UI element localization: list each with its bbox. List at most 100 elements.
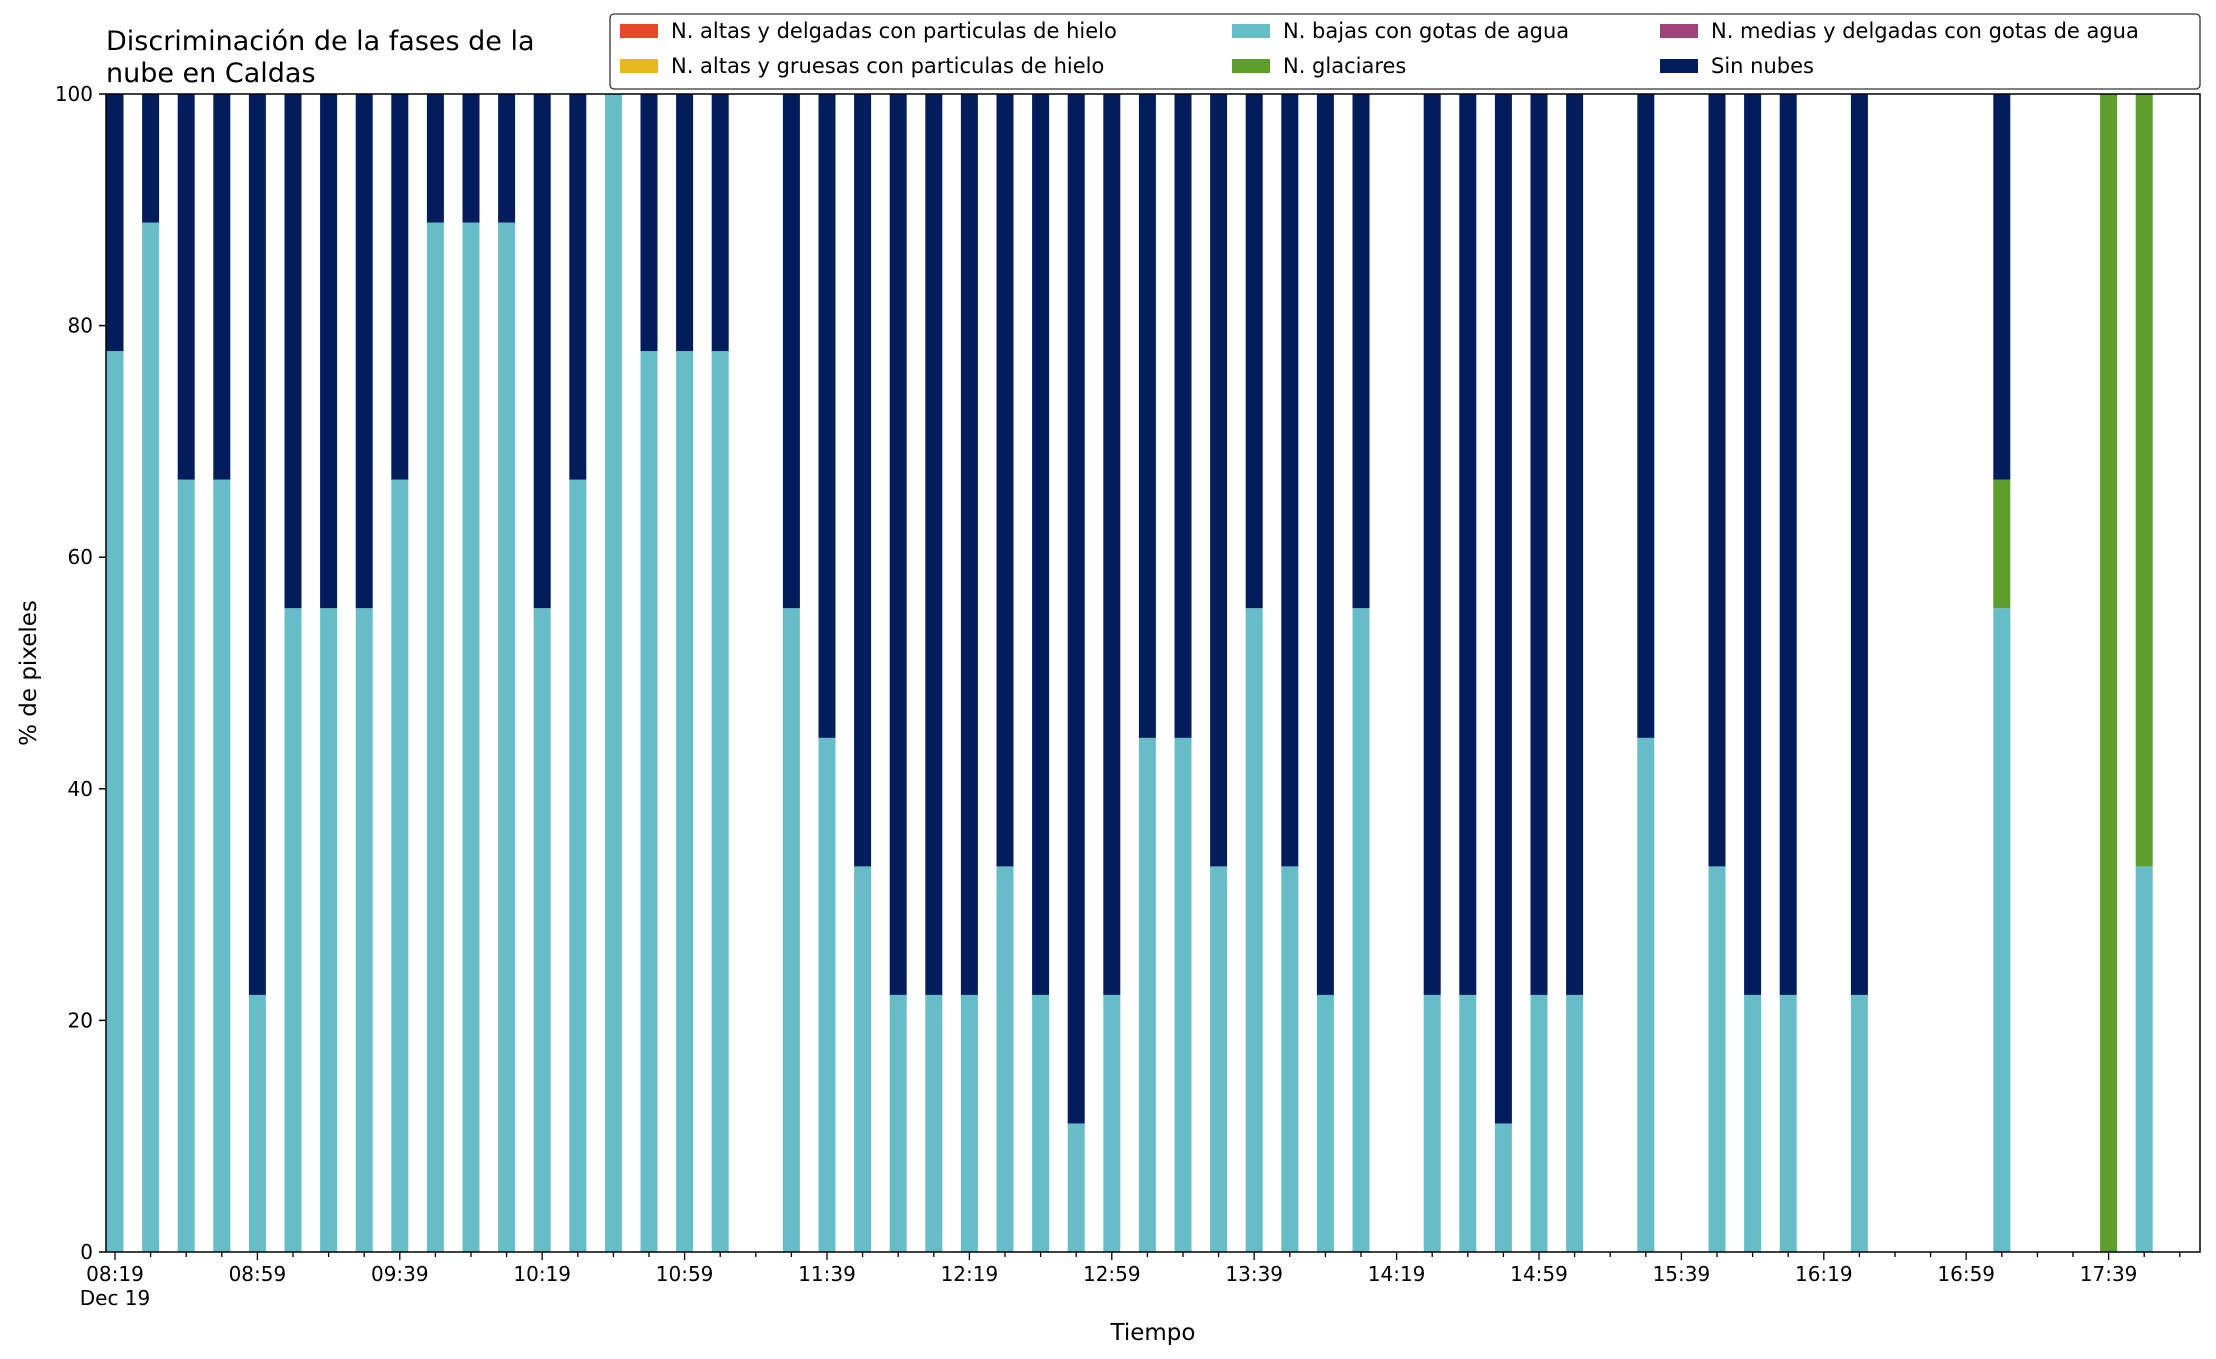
bar-n_bajas_gotas_agua bbox=[320, 608, 338, 1252]
bar-n_bajas_gotas_agua bbox=[782, 608, 800, 1252]
bar-sin_nubes bbox=[1174, 94, 1192, 738]
bar-sin_nubes bbox=[1459, 94, 1477, 995]
bar-sin_nubes bbox=[1530, 94, 1548, 995]
legend-item-n_bajas_gotas_agua: N. bajas con gotas de agua bbox=[1232, 19, 1569, 43]
bar-n_bajas_gotas_agua bbox=[960, 994, 978, 1252]
x-axis-label: Tiempo bbox=[1110, 1320, 1196, 1346]
x-tick-label: 12:19 bbox=[941, 1262, 999, 1286]
bar-n_bajas_gotas_agua bbox=[711, 351, 729, 1253]
bar-sin_nubes bbox=[106, 94, 124, 352]
bar-n_bajas_gotas_agua bbox=[1993, 608, 2011, 1252]
legend-label: N. medias y delgadas con gotas de agua bbox=[1711, 19, 2139, 43]
x-tick-label: 14:19 bbox=[1368, 1262, 1426, 1286]
x-tick-label: 16:59 bbox=[1937, 1262, 1995, 1286]
bar-sin_nubes bbox=[1744, 94, 1762, 995]
bar-sin_nubes bbox=[391, 94, 409, 480]
bar-n_bajas_gotas_agua bbox=[248, 994, 266, 1252]
y-axis: 0 20 40 60 80 100 bbox=[55, 82, 106, 1264]
bar-n_bajas_gotas_agua bbox=[1530, 994, 1548, 1252]
plot-frame bbox=[105, 93, 2201, 1253]
x-tick-label: 16:19 bbox=[1795, 1262, 1853, 1286]
bar-n_bajas_gotas_agua bbox=[533, 608, 551, 1252]
bar-n_bajas_gotas_agua bbox=[213, 479, 231, 1252]
bar-n_bajas_gotas_agua bbox=[1103, 994, 1121, 1252]
bar-sin_nubes bbox=[320, 94, 338, 609]
bar-sin_nubes bbox=[1352, 94, 1370, 609]
bar-n_bajas_gotas_agua bbox=[391, 479, 409, 1252]
legend-box bbox=[609, 13, 2201, 90]
legend-label: N. altas y delgadas con particulas de hi… bbox=[671, 19, 1117, 43]
bar-n_bajas_gotas_agua bbox=[854, 866, 872, 1252]
bar-n_bajas_gotas_agua bbox=[1850, 994, 1868, 1252]
bar-sin_nubes bbox=[1494, 94, 1512, 1124]
x-tick-label: 12:59 bbox=[1083, 1262, 1141, 1286]
bar-sin_nubes bbox=[1032, 94, 1050, 995]
bar-sin_nubes bbox=[711, 94, 729, 352]
bar-n_bajas_gotas_agua bbox=[889, 994, 907, 1252]
bar-n_bajas_gotas_agua bbox=[142, 222, 160, 1252]
bar-n_bajas_gotas_agua bbox=[462, 222, 480, 1252]
bar-n_bajas_gotas_agua bbox=[604, 94, 622, 1252]
legend-swatch bbox=[1232, 24, 1270, 38]
x-tick-label: 14:59 bbox=[1510, 1262, 1568, 1286]
legend-label: Sin nubes bbox=[1711, 54, 1814, 78]
bar-n_bajas_gotas_agua bbox=[676, 351, 694, 1253]
bar-sin_nubes bbox=[142, 94, 160, 223]
bar-sin_nubes bbox=[1708, 94, 1726, 867]
legend-swatch bbox=[620, 24, 658, 38]
x-axis: 08:19 08:59 09:39 10:19 10:59 11:39 12:19 12:59… bbox=[80, 1252, 2181, 1310]
bar-sin_nubes bbox=[569, 94, 587, 480]
bars-layer bbox=[106, 94, 2153, 1253]
bar-n_bajas_gotas_agua bbox=[818, 737, 836, 1252]
bar-n_bajas_gotas_agua bbox=[1744, 994, 1762, 1252]
bar-n_bajas_gotas_agua bbox=[1281, 866, 1299, 1252]
bar-n_bajas_gotas_agua bbox=[640, 351, 658, 1253]
chart-title-line: nube en Caldas bbox=[106, 58, 316, 89]
y-tick-label: 0 bbox=[80, 1240, 93, 1264]
bar-n_bajas_gotas_agua bbox=[284, 608, 302, 1252]
bar-sin_nubes bbox=[177, 94, 195, 480]
bar-sin_nubes bbox=[426, 94, 444, 223]
bar-n_glaciares bbox=[2100, 94, 2118, 1252]
y-tick-label: 80 bbox=[68, 314, 93, 338]
bar-sin_nubes bbox=[782, 94, 800, 609]
bar-sin_nubes bbox=[284, 94, 302, 609]
bar-sin_nubes bbox=[1316, 94, 1334, 995]
x-tick-label: 09:39 bbox=[371, 1262, 429, 1286]
legend-swatch bbox=[620, 59, 658, 73]
bar-n_bajas_gotas_agua bbox=[925, 994, 943, 1252]
bar-n_bajas_gotas_agua bbox=[106, 351, 124, 1253]
legend-item-n_altas_delgadas_hielo: N. altas y delgadas con particulas de hi… bbox=[620, 19, 1117, 43]
bar-n_glaciares bbox=[1993, 479, 2011, 609]
bar-n_bajas_gotas_agua bbox=[1138, 737, 1156, 1252]
bar-sin_nubes bbox=[1138, 94, 1156, 738]
chart-title-line: Discriminación de la fases de la bbox=[106, 26, 535, 57]
bar-sin_nubes bbox=[854, 94, 872, 867]
bar-sin_nubes bbox=[1210, 94, 1228, 867]
bar-sin_nubes bbox=[213, 94, 231, 480]
bar-n_bajas_gotas_agua bbox=[1494, 1123, 1512, 1252]
bar-n_bajas_gotas_agua bbox=[1779, 994, 1797, 1252]
bar-sin_nubes bbox=[1423, 94, 1441, 995]
bar-sin_nubes bbox=[248, 94, 266, 995]
bar-n_bajas_gotas_agua bbox=[498, 222, 516, 1252]
bar-n_bajas_gotas_agua bbox=[1352, 608, 1370, 1252]
bar-sin_nubes bbox=[996, 94, 1014, 867]
bar-sin_nubes bbox=[1103, 94, 1121, 995]
bar-sin_nubes bbox=[1637, 94, 1655, 738]
bar-sin_nubes bbox=[676, 94, 694, 352]
bar-sin_nubes bbox=[925, 94, 943, 995]
legend-swatch bbox=[1232, 59, 1270, 73]
x-date-label: Dec 19 bbox=[80, 1286, 151, 1310]
bar-n_bajas_gotas_agua bbox=[1566, 994, 1584, 1252]
x-tick-label: 08:59 bbox=[229, 1262, 287, 1286]
bar-n_bajas_gotas_agua bbox=[355, 608, 373, 1252]
bar-n_bajas_gotas_agua bbox=[1459, 994, 1477, 1252]
legend-swatch bbox=[1660, 59, 1698, 73]
bar-n_bajas_gotas_agua bbox=[996, 866, 1014, 1252]
bar-sin_nubes bbox=[1245, 94, 1263, 609]
bar-sin_nubes bbox=[818, 94, 836, 738]
bar-sin_nubes bbox=[960, 94, 978, 995]
y-tick-label: 20 bbox=[68, 1008, 93, 1032]
